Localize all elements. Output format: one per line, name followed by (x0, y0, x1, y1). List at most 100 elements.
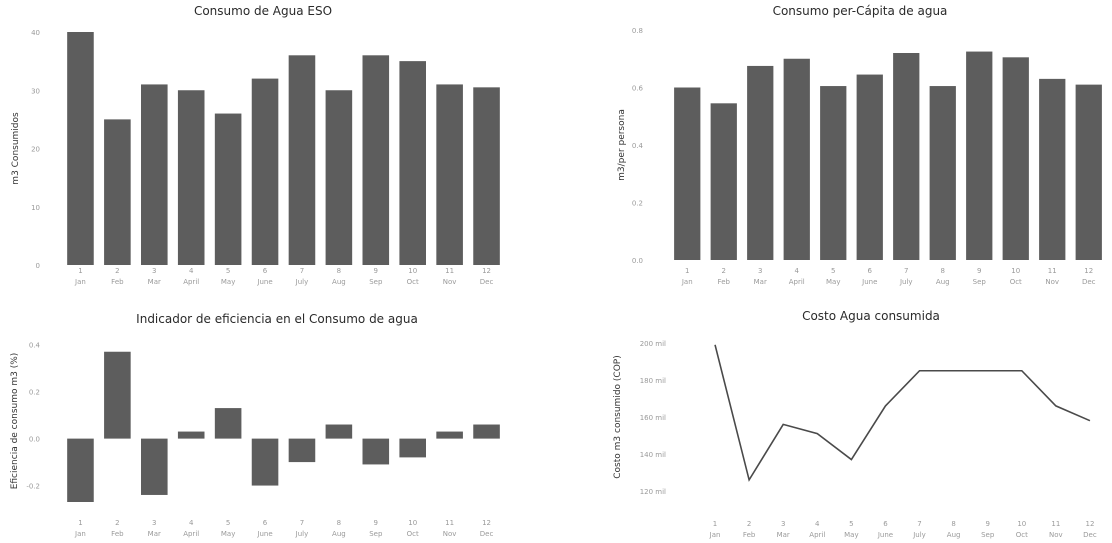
x-tick-label-eficiencia: Oct (407, 530, 419, 538)
x-tick-number-consumo: 2 (115, 267, 119, 275)
x-tick-number-costo: 11 (1051, 520, 1060, 528)
bar-consumo-oct (399, 61, 426, 265)
x-tick-label-per-capita: Feb (718, 278, 731, 286)
bar-eficiencia-june (251, 438, 279, 486)
x-tick-number-costo: 8 (951, 520, 955, 528)
x-tick-label-eficiencia: June (256, 530, 272, 538)
x-tick-label-eficiencia: Sep (369, 530, 383, 538)
x-tick-number-consumo: 1 (78, 267, 82, 275)
bar-per-capita-may (820, 86, 847, 260)
x-tick-label-costo: Dec (1083, 531, 1097, 539)
y-tick-label-consumo: 20 (31, 146, 40, 154)
x-tick-number-eficiencia: 1 (78, 519, 82, 527)
x-tick-label-costo: April (809, 531, 825, 539)
x-tick-label-per-capita: April (789, 278, 805, 286)
x-tick-label-consumo: Nov (443, 278, 457, 286)
x-tick-label-costo: June (877, 531, 893, 539)
x-tick-number-consumo: 7 (300, 267, 304, 275)
y-tick-label-eficiencia: 0.2 (29, 389, 40, 397)
bar-eficiencia-mar (141, 438, 168, 495)
y-tick-label-costo: 180 mil (640, 377, 666, 385)
x-tick-label-costo: July (912, 531, 926, 539)
chart-title-consumo: Consumo de Agua ESO (194, 4, 332, 18)
y-tick-label-costo: 200 mil (640, 340, 666, 348)
x-tick-number-consumo: 9 (374, 267, 378, 275)
x-tick-label-costo: Sep (981, 531, 995, 539)
x-tick-number-eficiencia: 10 (408, 519, 417, 527)
x-tick-label-costo: Mar (777, 531, 790, 539)
y-tick-label-per-capita: 0.0 (632, 257, 643, 265)
bar-consumo-july (288, 55, 316, 265)
x-tick-number-costo: 6 (883, 520, 888, 528)
x-tick-number-per-capita: 7 (904, 267, 908, 275)
y-tick-label-consumo: 40 (31, 29, 40, 37)
chart-panel-eficiencia: Indicador de eficiencia en el Consumo de… (0, 298, 556, 543)
y-tick-label-costo: 120 mil (640, 488, 666, 496)
chart-svg-costo: Costo Agua consumida Costo m3 consumido (… (613, 309, 1097, 539)
y-tick-label-consumo: 30 (31, 87, 40, 95)
x-tick-label-eficiencia: Dec (480, 530, 494, 538)
x-tick-number-consumo: 12 (482, 267, 491, 275)
bar-eficiencia-may (214, 408, 242, 439)
y-tick-label-per-capita: 0.4 (632, 142, 644, 150)
x-tick-label-per-capita: Mar (754, 278, 767, 286)
x-tick-label-eficiencia: Aug (332, 530, 346, 538)
chart-svg-consumo: Consumo de Agua ESO m3 Consumidos 0 10 20 30 4… (11, 4, 500, 286)
bar-eficiencia-dec (473, 424, 500, 439)
x-tick-number-per-capita: 5 (831, 267, 835, 275)
x-tick-number-costo: 5 (849, 520, 853, 528)
x-tick-label-per-capita: Aug (936, 278, 950, 286)
chart-title-costo: Costo Agua consumida (802, 309, 940, 323)
bar-per-capita-july (893, 53, 920, 260)
x-tick-label-costo: Oct (1016, 531, 1028, 539)
bar-eficiencia-nov (436, 431, 463, 439)
bar-per-capita-nov (1039, 78, 1066, 260)
bar-consumo-feb (104, 119, 131, 265)
x-tick-number-costo: 10 (1017, 520, 1026, 528)
x-tick-label-consumo: Mar (148, 278, 161, 286)
x-tick-number-per-capita: 11 (1048, 267, 1057, 275)
y-tick-label-costo: 160 mil (640, 414, 666, 422)
y-tick-label-per-capita: 0.8 (632, 27, 643, 35)
bar-consumo-april (177, 90, 205, 265)
x-tick-label-consumo: April (183, 278, 199, 286)
chart-panel-costo: Costo Agua consumida Costo m3 consumido (… (556, 298, 1112, 543)
chart-svg-eficiencia: Indicador de eficiencia en el Consumo de… (10, 312, 500, 538)
x-tick-label-per-capita: May (826, 278, 840, 286)
x-tick-number-costo: 9 (985, 520, 989, 528)
x-tick-number-per-capita: 3 (758, 267, 762, 275)
x-tick-number-per-capita: 6 (868, 267, 873, 275)
x-tick-label-consumo: May (221, 278, 235, 286)
x-tick-label-per-capita: June (861, 278, 877, 286)
x-tick-number-per-capita: 10 (1011, 267, 1020, 275)
x-tick-number-eficiencia: 2 (115, 519, 119, 527)
bar-eficiencia-sep (362, 438, 390, 465)
x-tick-label-per-capita: Sep (973, 278, 987, 286)
x-tick-number-eficiencia: 7 (300, 519, 304, 527)
x-tick-number-per-capita: 1 (685, 267, 689, 275)
bar-per-capita-jan (674, 87, 701, 260)
x-tick-number-costo: 4 (815, 520, 820, 528)
bar-per-capita-oct (1002, 57, 1029, 260)
y-tick-label-eficiencia: 0.4 (29, 342, 41, 350)
x-tick-label-consumo: Dec (480, 278, 494, 286)
x-tick-label-eficiencia: April (183, 530, 199, 538)
x-tick-number-costo: 12 (1085, 520, 1094, 528)
x-tick-number-eficiencia: 6 (263, 519, 268, 527)
chart-panel-per-capita: Consumo per-Cápita de agua m3/per persona… (556, 0, 1112, 290)
x-tick-number-consumo: 8 (337, 267, 341, 275)
x-tick-label-eficiencia: Feb (111, 530, 124, 538)
y-tick-label-costo: 140 mil (640, 451, 666, 459)
x-tick-number-eficiencia: 8 (337, 519, 341, 527)
bar-eficiencia-jan (67, 438, 94, 502)
x-tick-number-costo: 2 (747, 520, 751, 528)
bar-consumo-aug (325, 90, 353, 265)
y-tick-label-consumo: 10 (31, 204, 40, 212)
x-tick-number-costo: 7 (917, 520, 921, 528)
x-tick-label-consumo: Oct (407, 278, 419, 286)
y-tick-label-per-capita: 0.6 (632, 85, 644, 93)
x-tick-label-costo: May (844, 531, 858, 539)
y-axis-label-costo: Costo m3 consumido (COP) (613, 355, 623, 478)
bar-per-capita-feb (710, 103, 737, 260)
x-tick-number-consumo: 5 (226, 267, 230, 275)
